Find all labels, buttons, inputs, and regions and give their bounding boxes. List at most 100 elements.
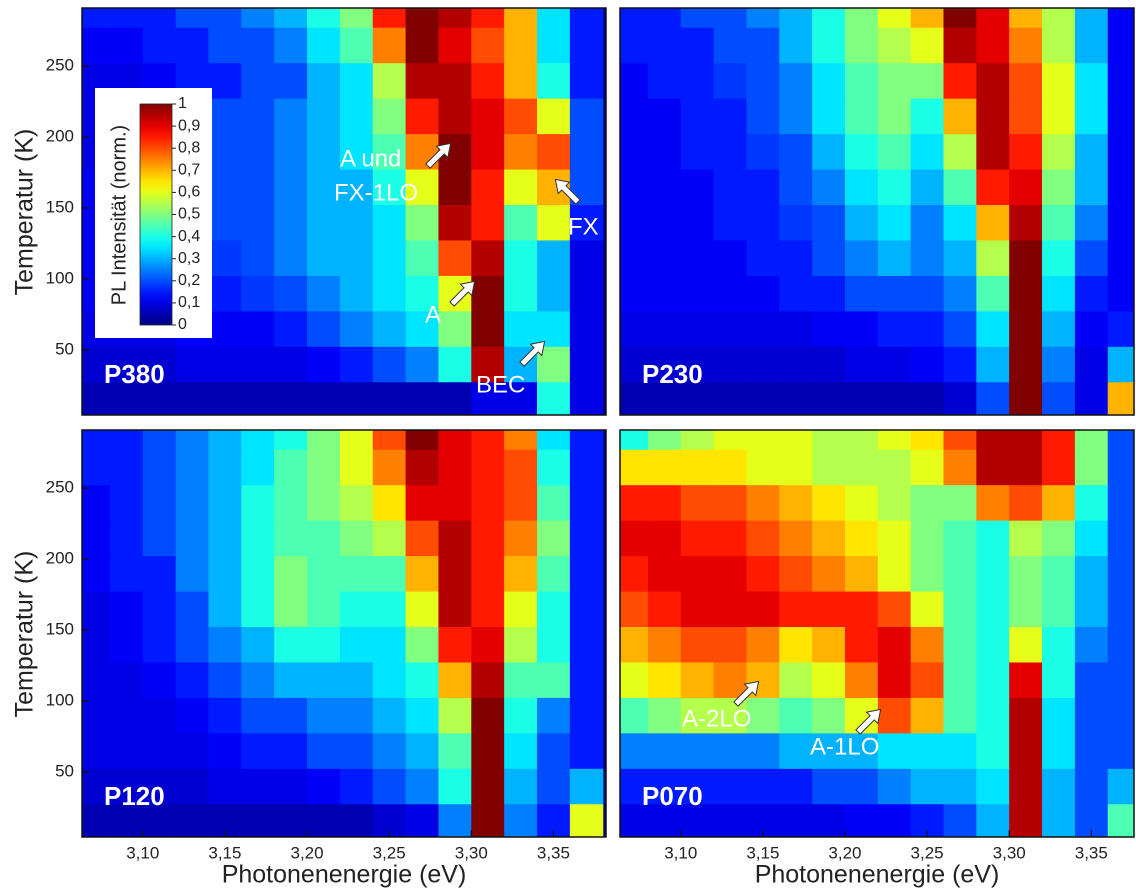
heatmap-cell: [812, 803, 846, 837]
heatmap-cell: [109, 27, 144, 64]
y-tick-label: 100: [46, 268, 74, 287]
heatmap-cell: [82, 626, 111, 663]
heatmap-cell: [471, 555, 505, 592]
heatmap-cell: [1107, 239, 1134, 276]
heatmap-cell: [746, 8, 780, 28]
heatmap-cell: [569, 204, 604, 241]
heatmap-cell: [307, 626, 341, 663]
heatmap-cell: [569, 310, 604, 347]
heatmap-cell: [680, 346, 715, 383]
heatmap-cell: [620, 449, 649, 486]
heatmap-cell: [208, 430, 242, 450]
y-tick-label: 50: [55, 761, 74, 780]
heatmap-cell: [877, 168, 912, 206]
heatmap-cell: [307, 555, 341, 592]
heatmap-cell: [339, 98, 374, 135]
heatmap-cell: [175, 803, 210, 837]
heatmap-cell: [943, 626, 977, 663]
heatmap-cell: [82, 520, 111, 557]
heatmap-cell: [537, 484, 571, 521]
heatmap-cell: [471, 239, 505, 276]
heatmap-cell: [569, 62, 604, 99]
heatmap-cell: [1107, 381, 1134, 415]
heatmap-cell: [274, 204, 308, 241]
heatmap-cell: [1042, 555, 1076, 592]
heatmap-cell: [372, 697, 407, 734]
heatmap-cell: [976, 484, 1010, 521]
heatmap-cell: [779, 661, 813, 698]
heatmap-cell: [504, 555, 538, 592]
heatmap-cell: [746, 430, 780, 450]
x-tick-label: 3,35: [1075, 843, 1108, 862]
heatmap-cell: [569, 697, 604, 734]
annotation: A: [425, 301, 441, 328]
heatmap-cell: [943, 555, 977, 592]
heatmap-cell: [746, 449, 780, 486]
heatmap-cell: [779, 168, 813, 206]
heatmap-cell: [241, 98, 275, 135]
heatmap-cell: [976, 133, 1010, 170]
heatmap-cell: [1009, 275, 1043, 312]
heatmap-cell: [844, 8, 879, 28]
panel-label: P230: [642, 359, 703, 389]
panel-label: P120: [104, 781, 165, 811]
heatmap-cell: [976, 803, 1010, 837]
colorbar-tick-label: 0,3: [178, 250, 200, 267]
heatmap-cell: [504, 520, 538, 557]
heatmap-cell: [208, 27, 242, 64]
heatmap-cell: [438, 98, 472, 135]
heatmap-cell: [1042, 381, 1076, 415]
heatmap-cell: [471, 310, 505, 347]
heatmap-cell: [877, 98, 912, 135]
heatmap-cell: [307, 346, 341, 383]
heatmap-cell: [142, 381, 177, 415]
heatmap-cell: [746, 310, 780, 347]
colorbar: [139, 103, 173, 326]
heatmap-cell: [910, 27, 945, 64]
heatmap: [620, 8, 1134, 415]
heatmap-cell: [812, 8, 846, 28]
heatmap-cell: [82, 732, 111, 769]
heatmap-cell: [82, 27, 111, 64]
heatmap-cell: [620, 8, 649, 28]
heatmap-cell: [109, 590, 144, 628]
heatmap-cell: [1107, 27, 1134, 64]
heatmap-cell: [241, 626, 275, 663]
heatmap-cell: [109, 768, 144, 805]
heatmap-cell: [976, 449, 1010, 486]
y-tick-label: 50: [55, 339, 74, 358]
heatmap-cell: [569, 27, 604, 64]
heatmap-cell: [307, 449, 341, 486]
heatmap-cell: [877, 661, 912, 698]
heatmap-cell: [1042, 661, 1076, 698]
heatmap-cell: [307, 520, 341, 557]
heatmap-cell: [713, 310, 748, 347]
heatmap-cell: [877, 626, 912, 663]
heatmap-cell: [142, 449, 177, 486]
heatmap-cell: [943, 732, 977, 769]
heatmap-cell: [943, 310, 977, 347]
heatmap-cell: [1009, 803, 1043, 837]
heatmap-cell: [746, 484, 780, 521]
heatmap-cell: [1042, 803, 1076, 837]
heatmap-cell: [779, 275, 813, 312]
heatmap-cell: [504, 239, 538, 276]
heatmap-cell: [142, 430, 177, 450]
heatmap-cell: [569, 381, 604, 415]
colorbar-tick-label: 0,6: [178, 184, 200, 201]
heatmap-cell: [471, 98, 505, 135]
plot-frame: [81, 429, 607, 838]
heatmap-cell: [274, 768, 308, 805]
heatmap-cell: [620, 168, 649, 206]
heatmap-cell: [713, 275, 748, 312]
heatmap-cell: [844, 27, 879, 64]
heatmap-cell: [438, 661, 472, 698]
heatmap-cell: [844, 484, 879, 521]
heatmap-cell: [569, 275, 604, 312]
heatmap-cell: [109, 346, 144, 383]
heatmap-cell: [537, 8, 571, 28]
heatmap-cell: [208, 555, 242, 592]
heatmap-cell: [680, 661, 715, 698]
y-tick-label: 250: [46, 478, 74, 497]
heatmap-cell: [844, 381, 879, 415]
